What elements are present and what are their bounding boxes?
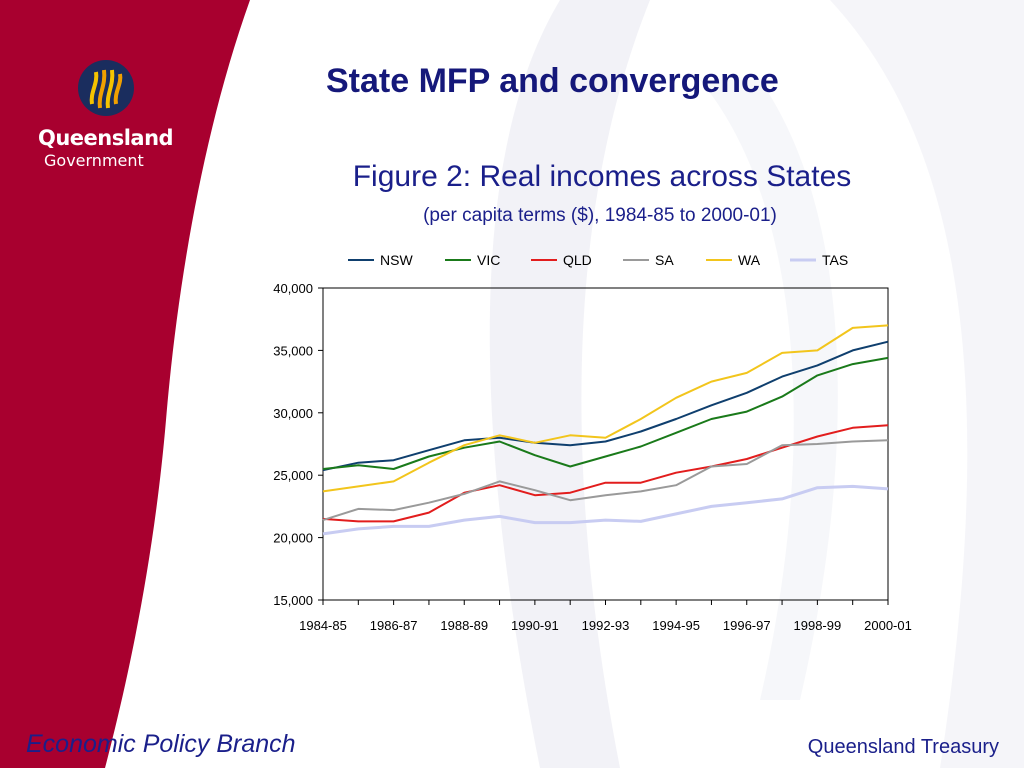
x-tick-label: 1986-87: [370, 618, 418, 633]
x-tick-label: 1992-93: [582, 618, 630, 633]
footer-branch: Economic Policy Branch: [26, 730, 296, 758]
legend-label-nsw: NSW: [380, 252, 413, 268]
x-tick-label: 1988-89: [440, 618, 488, 633]
x-tick-label: 2000-01: [864, 618, 912, 633]
y-tick-label: 25,000: [273, 468, 313, 483]
y-tick-label: 30,000: [273, 406, 313, 421]
figure-title: Figure 2: Real incomes across States: [352, 160, 852, 193]
legend-label-tas: TAS: [822, 252, 848, 268]
series-line-vic: [322, 356, 889, 470]
logo-crest-icon: [78, 60, 134, 116]
series-line-tas: [322, 484, 889, 536]
y-tick-label: 15,000: [273, 593, 313, 608]
x-tick-label: 1996-97: [723, 618, 771, 633]
figure-subtitle: (per capita terms ($), 1984-85 to 2000-0…: [423, 205, 777, 226]
logo-name: Queensland: [38, 126, 174, 150]
x-tick-label: 1994-95: [652, 618, 700, 633]
legend-label-sa: SA: [655, 252, 674, 268]
x-tick-label: 1984-85: [299, 618, 347, 633]
series-line-wa: [322, 324, 889, 493]
x-tick-label: 1990-91: [511, 618, 559, 633]
series-line-nsw: [322, 340, 889, 472]
slide-title: State MFP and convergence: [326, 62, 779, 100]
legend-label-wa: WA: [738, 252, 761, 268]
queensland-government-logo: Queensland Government: [30, 58, 180, 178]
legend-label-vic: VIC: [477, 252, 500, 268]
y-tick-label: 20,000: [273, 531, 313, 546]
y-tick-label: 40,000: [273, 281, 313, 296]
logo-subtitle: Government: [44, 151, 144, 170]
x-tick-label: 1998-99: [794, 618, 842, 633]
series-line-sa: [322, 439, 889, 522]
footer-treasury: Queensland Treasury: [807, 736, 999, 758]
y-tick-label: 35,000: [273, 343, 313, 358]
line-chart: 15,000 20,000 25,000 30,000 35,000 40,000 1984…: [273, 252, 912, 633]
legend-label-qld: QLD: [563, 252, 592, 268]
